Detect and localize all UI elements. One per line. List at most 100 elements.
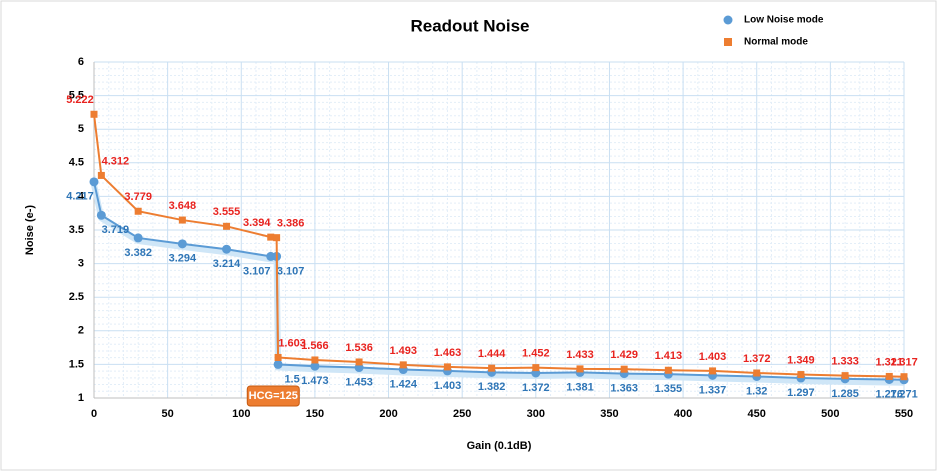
- y-tick-label: 5.5: [69, 90, 84, 102]
- data-label: 1.493: [390, 345, 418, 357]
- data-label: 1.403: [434, 380, 462, 392]
- point: [273, 234, 281, 242]
- data-label: 3.294: [169, 253, 197, 265]
- data-label: 3.648: [169, 200, 197, 212]
- point: [222, 244, 232, 254]
- data-label: 1.566: [301, 340, 329, 352]
- data-label: 3.382: [124, 247, 152, 259]
- legend-label: Low Noise mode: [744, 15, 824, 26]
- annotation-box: [246, 385, 300, 407]
- point: [488, 364, 496, 372]
- data-label: 4.217: [66, 191, 94, 203]
- data-label: 1.285: [831, 388, 859, 400]
- point: [96, 210, 106, 220]
- point: [310, 361, 320, 371]
- data-label: 1.337: [699, 384, 727, 396]
- point: [273, 359, 283, 369]
- data-label: 4.312: [102, 155, 130, 167]
- legend-label: Normal mode: [744, 37, 808, 48]
- legend-marker: [723, 15, 733, 25]
- data-label: 1.5: [284, 373, 299, 385]
- data-label: 3.779: [124, 191, 152, 203]
- data-label: 1.473: [301, 375, 329, 387]
- x-tick-label: 350: [600, 408, 618, 420]
- y-tick-label: 5: [78, 123, 84, 135]
- data-label: 1.424: [390, 378, 418, 390]
- point: [900, 373, 908, 381]
- data-label: 1.317: [890, 357, 918, 369]
- y-tick-label: 2.5: [69, 291, 84, 303]
- data-label: 1.349: [787, 354, 815, 366]
- data-label: 1.603: [278, 337, 306, 349]
- y-tick-label: 2: [78, 325, 84, 337]
- x-tick-label: 0: [91, 408, 97, 420]
- x-tick-label: 500: [821, 408, 839, 420]
- point: [355, 358, 363, 366]
- point: [133, 233, 143, 243]
- point: [178, 216, 186, 224]
- point: [841, 372, 849, 380]
- x-tick-label: 150: [306, 408, 324, 420]
- data-label: 1.363: [610, 383, 638, 395]
- point: [89, 177, 99, 187]
- y-tick-label: 4: [78, 190, 85, 202]
- y-tick-label: 6: [78, 56, 84, 68]
- x-tick-label: 450: [748, 408, 766, 420]
- point: [709, 367, 717, 375]
- y-tick-label: 1: [78, 392, 84, 404]
- data-label: 5.222: [66, 94, 94, 106]
- data-label: 1.453: [345, 376, 373, 388]
- data-label: 3.214: [213, 258, 241, 270]
- data-label: 1.536: [345, 342, 373, 354]
- data-label: 3.386: [277, 218, 305, 230]
- data-label: 1.32: [746, 385, 767, 397]
- y-tick-label: 4.5: [69, 157, 84, 169]
- data-label: 1.355: [655, 383, 683, 395]
- point: [223, 222, 231, 230]
- point: [90, 110, 98, 118]
- data-label: 1.333: [831, 356, 859, 368]
- point: [274, 353, 282, 361]
- data-label: 1.382: [478, 381, 506, 393]
- chart-title: Readout Noise: [410, 16, 529, 35]
- data-label: 1.433: [566, 349, 594, 361]
- y-tick-label: 3.5: [69, 224, 84, 236]
- x-tick-label: 200: [379, 408, 397, 420]
- data-label: 1.372: [522, 382, 550, 394]
- data-label: 3.555: [213, 206, 241, 218]
- data-label: 1.452: [522, 348, 550, 360]
- x-tick-label: 400: [674, 408, 692, 420]
- data-label: 1.271: [890, 389, 918, 401]
- data-label: 1.297: [787, 387, 815, 399]
- x-tick-label: 250: [453, 408, 471, 420]
- point: [753, 369, 761, 377]
- data-label: 1.403: [699, 351, 727, 363]
- data-label: 1.321: [876, 356, 904, 368]
- point: [97, 171, 105, 179]
- data-label: 3.107: [277, 265, 305, 277]
- point: [443, 363, 451, 371]
- point: [885, 372, 893, 380]
- point: [267, 233, 275, 241]
- data-label: 3.719: [102, 224, 130, 236]
- data-label: 1.429: [610, 349, 638, 361]
- data-label: 1.463: [434, 347, 462, 359]
- x-axis-label: Gain (0.1dB): [467, 440, 532, 452]
- x-tick-label: 50: [162, 408, 174, 420]
- point: [797, 371, 805, 379]
- y-axis-label: Noise (e-): [24, 205, 36, 255]
- legend-marker: [724, 38, 732, 46]
- annotation: HCG=125: [249, 390, 298, 402]
- point: [177, 239, 187, 249]
- point: [134, 207, 142, 215]
- point: [399, 361, 407, 369]
- point: [620, 365, 628, 373]
- data-label: 3.394: [243, 217, 271, 229]
- point: [532, 364, 540, 372]
- data-label: 1.372: [743, 353, 771, 365]
- point: [576, 365, 584, 373]
- x-tick-label: 300: [527, 408, 545, 420]
- x-tick-label: 100: [232, 408, 250, 420]
